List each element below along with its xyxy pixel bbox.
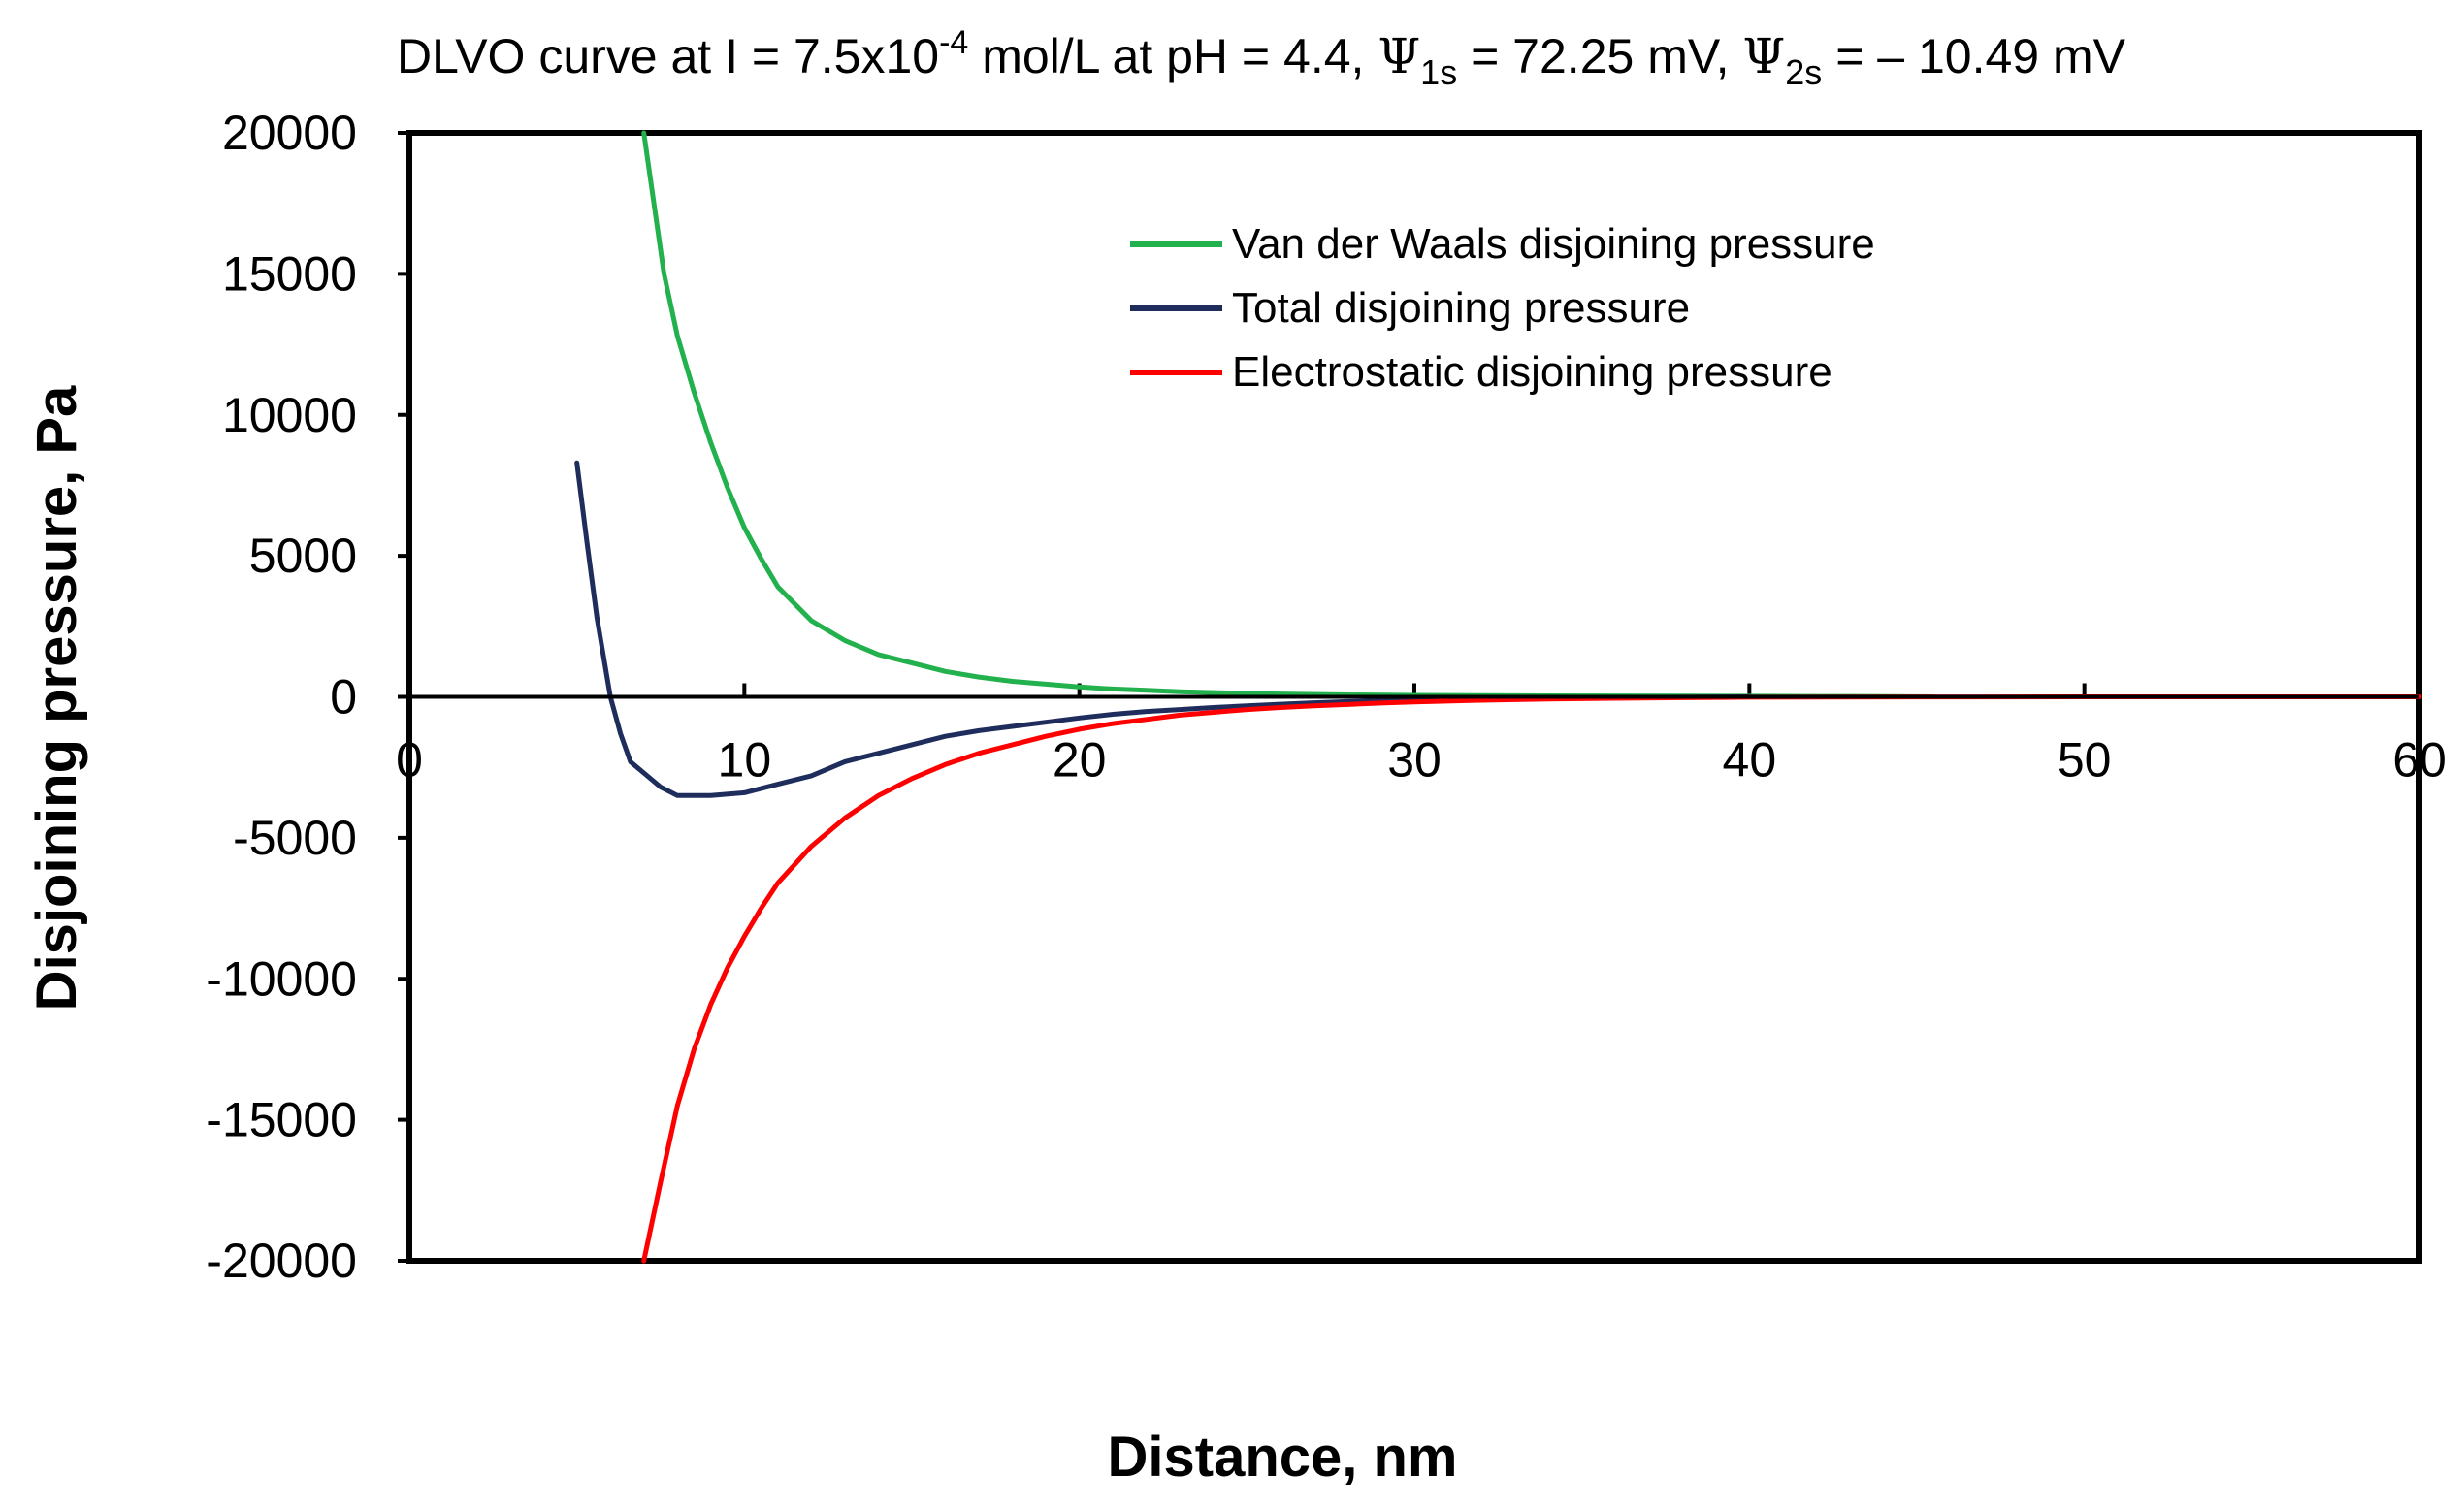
y-tick-label: -10000 [206, 951, 357, 1006]
y-axis-title: Disjoining pressure, Pa [25, 385, 88, 1011]
y-tick-label: -5000 [233, 811, 357, 865]
title-psi2-value: = – 10.49 mV [1822, 29, 2125, 83]
x-axis-title: Distance, nm [1108, 1426, 1458, 1489]
y-tick-label: -15000 [206, 1093, 357, 1147]
legend-label-electrostatic: Electrostatic disjoining pressure [1232, 348, 1832, 396]
legend-label-total: Total disjoining pressure [1232, 284, 1690, 332]
chart-title: DLVO curve at I = 7.5x10-4 mol/L at pH =… [397, 24, 2126, 92]
series-line-total [574, 460, 1752, 798]
x-tick-label: 20 [1053, 733, 1107, 788]
y-tick-label: 5000 [249, 529, 357, 583]
y-axis-ticks: 20000 15000 10000 5000 0 -5000 -10000 -15000 -20… [206, 106, 409, 1288]
y-tick-label: 20000 [222, 106, 357, 160]
title-psi2-symbol: Ψ [1742, 28, 1785, 84]
title-exponent: -4 [939, 24, 968, 61]
x-tick-label: 60 [2392, 733, 2447, 788]
x-tick-label: 30 [1387, 733, 1442, 788]
y-tick-label: 10000 [222, 388, 357, 442]
title-prefix: DLVO curve at I = 7.5x10 [397, 29, 939, 83]
x-tick-label: 40 [1723, 733, 1777, 788]
title-psi2-subscript: 2s [1785, 52, 1822, 92]
y-tick-label: -20000 [206, 1234, 357, 1288]
x-tick-label: 0 [396, 733, 423, 788]
x-tick-label: 10 [718, 733, 772, 788]
y-tick-label: 0 [330, 670, 357, 724]
title-psi1-subscript: 1s [1420, 52, 1457, 92]
title-psi1-symbol: Ψ [1378, 28, 1420, 84]
x-axis-ticks: 0 10 20 30 40 50 60 [396, 683, 2447, 788]
x-tick-label: 50 [2058, 733, 2112, 788]
y-tick-label: 15000 [222, 246, 357, 301]
title-middle: mol/L at pH = 4.4, [968, 29, 1378, 83]
title-psi1-value: = 72.25 mV, [1457, 29, 1742, 83]
legend: Van der Waals disjoining pressure Total … [1130, 220, 1875, 396]
legend-label-van-der-waals: Van der Waals disjoining pressure [1232, 220, 1875, 268]
